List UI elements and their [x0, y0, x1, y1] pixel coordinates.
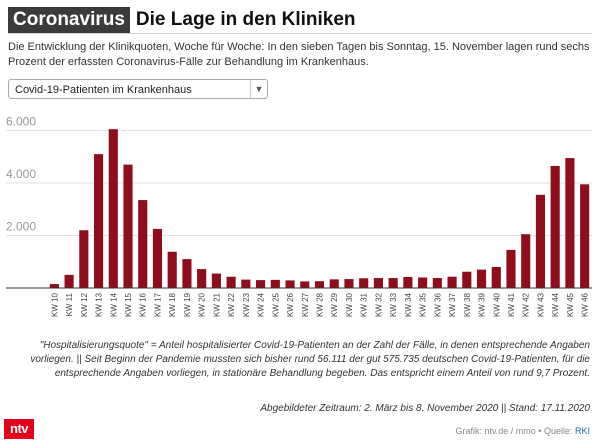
bar	[182, 259, 192, 288]
bar	[418, 277, 428, 288]
metric-select-value: Covid-19-Patienten im Krankenhaus	[15, 84, 192, 96]
bar	[476, 269, 487, 288]
bar	[329, 279, 339, 288]
y-tick-label: 4.000	[6, 167, 36, 181]
x-tick-label: KW 17	[153, 292, 162, 317]
bar	[535, 194, 546, 288]
bar	[314, 281, 325, 288]
x-tick-label: KW 19	[183, 292, 192, 317]
bar	[123, 164, 133, 288]
bar	[256, 280, 266, 288]
x-tick-label: KW 36	[433, 292, 442, 317]
x-tick-label: KW 26	[286, 292, 295, 317]
x-tick-label: KW 45	[566, 292, 575, 317]
bar	[152, 228, 163, 288]
bar	[49, 284, 59, 288]
x-tick-label: KW 27	[301, 292, 310, 317]
x-tick-label: KW 21	[212, 292, 221, 317]
ntv-logo: ntv	[4, 419, 34, 439]
x-tick-label: KW 46	[581, 292, 590, 317]
x-tick-label: KW 10	[50, 292, 59, 317]
metric-select[interactable]: Covid-19-Patienten im Krankenhaus ▼	[8, 79, 268, 99]
chevron-down-icon[interactable]: ▼	[250, 80, 267, 98]
intro-text: Die Entwicklung der Klinikquoten, Woche …	[8, 41, 590, 68]
bar	[211, 273, 221, 288]
x-tick-label: KW 20	[198, 292, 207, 317]
x-tick-label: KW 31	[360, 292, 369, 317]
bar	[491, 267, 501, 288]
bar	[79, 230, 89, 288]
x-tick-label: KW 22	[227, 292, 236, 317]
source-credit: Grafik: ntv.de / mmo • Quelle: RKI	[455, 426, 590, 436]
header: Coronavirus Die Lage in den Kliniken	[8, 7, 356, 33]
bar	[108, 129, 118, 288]
x-tick-label: KW 35	[419, 292, 428, 317]
x-tick-label: KW 15	[124, 292, 133, 317]
bar	[521, 234, 531, 288]
y-tick-label: 6.000	[6, 115, 36, 129]
bar	[167, 251, 177, 288]
x-tick-label: KW 28	[316, 292, 325, 317]
x-tick-label: KW 13	[95, 292, 104, 317]
x-tick-label: KW 38	[463, 292, 472, 317]
x-tick-label: KW 40	[492, 292, 501, 317]
source-link[interactable]: RKI	[574, 426, 590, 436]
x-tick-label: KW 33	[389, 292, 398, 317]
bar	[580, 184, 590, 288]
bar	[300, 281, 310, 288]
bar	[359, 278, 369, 288]
x-tick-label: KW 24	[257, 292, 266, 317]
bar	[447, 276, 457, 288]
bar	[565, 158, 575, 288]
bar	[64, 274, 74, 288]
footnote: "Hospitalisierungsquote" = Anteil hospit…	[30, 340, 590, 379]
x-tick-label: KW 39	[478, 292, 487, 317]
title-divider	[8, 33, 592, 34]
bar	[241, 279, 251, 288]
bar	[403, 276, 413, 288]
x-tick-label: KW 44	[551, 292, 560, 317]
bar	[462, 271, 472, 288]
x-tick-label: KW 34	[404, 292, 413, 317]
x-tick-label: KW 30	[345, 292, 354, 317]
period-note: Abgebildeter Zeitraum: 2. März bis 8. No…	[260, 403, 590, 414]
bar	[197, 269, 207, 288]
bar	[506, 249, 516, 288]
x-tick-label: KW 12	[80, 292, 89, 317]
source-prefix: Grafik: ntv.de / mmo • Quelle:	[455, 426, 575, 436]
x-tick-label: KW 29	[330, 292, 339, 317]
bar	[93, 154, 104, 288]
bar	[344, 279, 354, 288]
topic-badge: Coronavirus	[8, 7, 130, 33]
x-tick-label: KW 18	[168, 292, 177, 317]
bar	[226, 276, 236, 288]
x-tick-label: KW 32	[374, 292, 383, 317]
bar	[550, 165, 560, 288]
x-tick-label: KW 37	[448, 292, 457, 317]
x-tick-label: KW 23	[242, 292, 251, 317]
x-tick-label: KW 43	[536, 292, 545, 317]
page-title: Die Lage in den Kliniken	[135, 9, 356, 30]
bar	[138, 200, 148, 288]
bar	[285, 280, 295, 288]
x-tick-label: KW 25	[271, 292, 280, 317]
bar	[270, 279, 280, 288]
x-tick-label: KW 11	[65, 292, 74, 316]
x-tick-label: KW 41	[507, 292, 516, 317]
bar	[388, 278, 398, 288]
bar	[432, 278, 442, 288]
y-tick-label: 2.000	[6, 220, 36, 234]
bar-chart: 2.000 4.000 6.000 KW 10 KW 11 KW 12 KW 13 KW 14…	[6, 115, 592, 317]
x-tick-label: KW 16	[139, 292, 148, 317]
x-tick-label: KW 42	[522, 292, 531, 317]
bar	[373, 278, 383, 288]
x-tick-label: KW 14	[109, 292, 118, 317]
